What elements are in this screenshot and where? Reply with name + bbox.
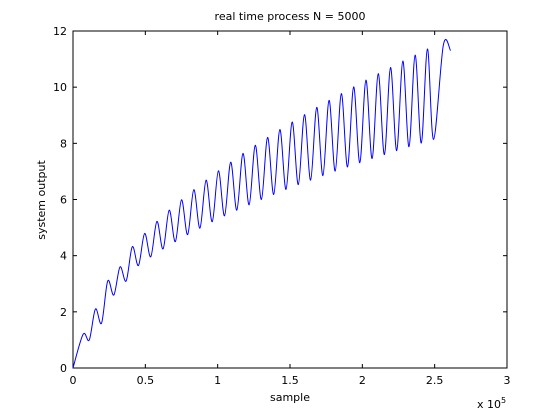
y-tick-label: 8 [60,137,67,150]
chart-title: real time process N = 5000 [215,10,366,23]
x-multiplier-base: x 10 [477,398,501,411]
plot-area [72,30,508,369]
data-line [72,39,452,369]
x-tick-label: 0 [70,374,77,387]
x-tick-label: 1.5 [281,374,299,387]
y-tick-label: 2 [60,306,67,319]
x-tick-label: 0.5 [137,374,155,387]
x-tick-label: 1 [214,374,221,387]
y-tick-label: 0 [60,362,67,375]
y-axis-label: system output [35,160,48,240]
x-multiplier-exponent: 5 [501,396,506,405]
y-tick-label: 10 [53,81,67,94]
x-multiplier: x 105 [477,396,506,411]
y-tick-label: 4 [60,250,67,263]
x-axis-label: sample [270,391,310,404]
y-tick-label: 6 [60,194,67,207]
x-tick-label: 2 [359,374,366,387]
y-tick-label: 12 [53,25,67,38]
x-tick-label: 2.5 [426,374,444,387]
x-tick-label: 3 [504,374,511,387]
